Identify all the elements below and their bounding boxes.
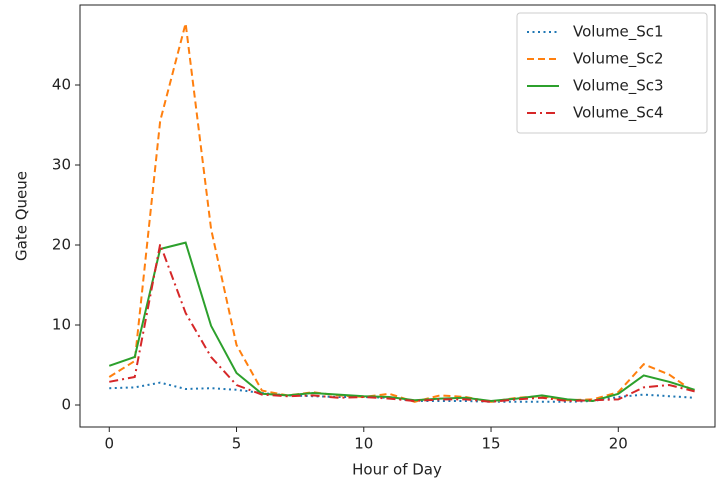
legend-label: Volume_Sc1	[573, 23, 664, 42]
x-axis-label: Hour of Day	[352, 461, 442, 479]
x-tick-label: 10	[354, 435, 373, 453]
x-tick-label: 20	[609, 435, 628, 453]
y-tick-label: 0	[61, 396, 71, 414]
series-line	[109, 240, 695, 403]
legend-box	[516, 12, 708, 134]
series-line	[108, 241, 695, 403]
y-tick-label: 20	[52, 236, 71, 254]
plot-frame	[79, 4, 716, 428]
y-axis-label: Gate Queue	[13, 171, 31, 261]
x-tick-label: 15	[481, 435, 500, 453]
legend-label: Volume_Sc4	[573, 104, 664, 123]
legend-label: Volume_Sc2	[573, 50, 664, 69]
x-tick-label: 5	[232, 435, 242, 453]
legend-label: Volume_Sc3	[573, 77, 664, 96]
y-tick-label: 40	[52, 76, 71, 94]
x-tick-label: 0	[104, 435, 114, 453]
y-tick-label: 10	[52, 316, 71, 334]
legend: Volume_Sc1 Volume_Sc2 Volume_Sc3 Volume_Sc4	[516, 12, 708, 134]
y-tick-label: 30	[52, 156, 71, 174]
